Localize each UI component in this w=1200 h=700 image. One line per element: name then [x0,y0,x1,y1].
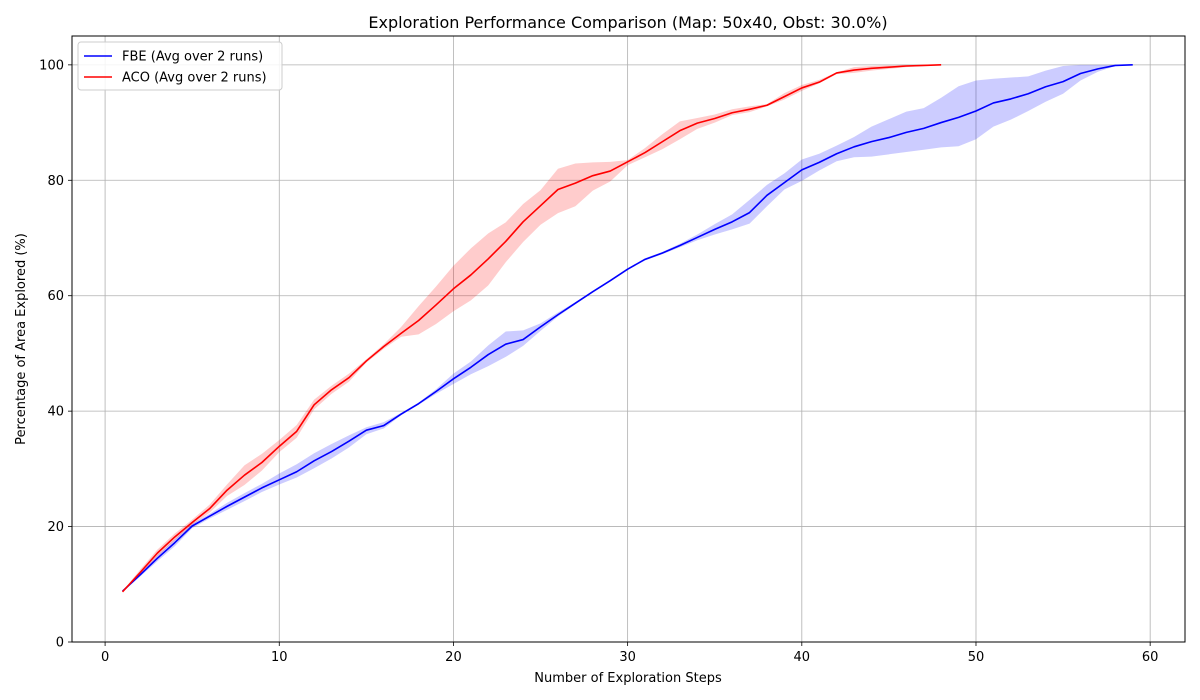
y-tick-label: 100 [39,58,64,73]
legend-label: FBE (Avg over 2 runs) [122,50,263,65]
y-tick-label: 60 [47,289,64,304]
x-tick-label: 20 [445,650,462,665]
y-axis-label: Percentage of Area Explored (%) [14,233,29,445]
x-tick-label: 30 [619,650,636,665]
series-0-line [121,64,1133,592]
series-1-line [121,64,942,593]
y-tick-label: 20 [47,520,64,535]
x-axis-label: Number of Exploration Steps [534,671,722,686]
legend: FBE (Avg over 2 runs) ACO (Avg over 2 run… [77,41,283,91]
y-axis-ticks: 0 20 40 60 80 100 [39,58,72,651]
y-tick-label: 40 [47,405,64,420]
legend-box [77,41,283,91]
legend-label: ACO (Avg over 2 runs) [122,71,267,86]
y-tick-label: 80 [47,174,64,189]
x-tick-label: 50 [968,650,985,665]
series-lines [121,64,1133,593]
x-tick-label: 60 [1142,650,1159,665]
y-tick-label: 0 [56,636,64,651]
plot-frame [71,35,1186,643]
x-tick-label: 40 [794,650,811,665]
chart-title: Exploration Performance Comparison (Map:… [368,13,887,32]
x-tick-label: 10 [271,650,288,665]
x-axis-ticks: 0 10 20 30 40 50 60 [101,642,1158,665]
x-tick-label: 0 [101,650,109,665]
